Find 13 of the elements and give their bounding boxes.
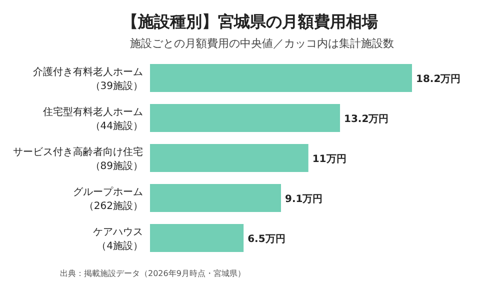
chart-title: 【施設種別】宮城県の月額費用相場 — [122, 12, 378, 31]
y-tick-label: ケアハウス（4施設） — [93, 227, 143, 252]
y-tick-label: 介護付き有料老人ホーム（39施設） — [33, 66, 143, 92]
y-tick-label: 住宅型有料老人ホーム（44施設） — [43, 106, 143, 132]
y-tick-label: サービス付き高齢者向け住宅（89施設） — [13, 146, 143, 172]
y-tick-label: グループホーム（262施設） — [73, 186, 143, 212]
data-label: 13.2万円 — [344, 114, 389, 125]
chart-subtitle: 施設ごとの月額費用の中央値／カッコ内は集計施設数 — [130, 37, 394, 50]
data-label: 9.1万円 — [285, 194, 323, 205]
data-label: 11万円 — [312, 154, 346, 165]
data-label: 6.5万円 — [248, 234, 286, 245]
data-label: 18.2万円 — [416, 74, 461, 85]
source-note: 出典：掲載施設データ（2026年9月時点・宮城県） — [60, 269, 246, 278]
